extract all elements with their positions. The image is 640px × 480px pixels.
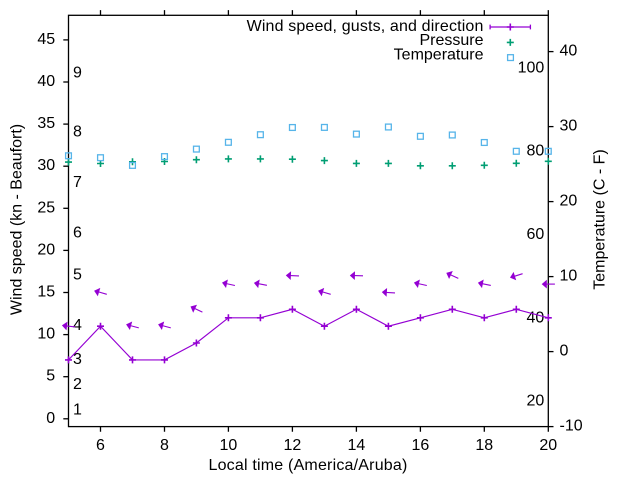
svg-text:10: 10	[220, 437, 238, 454]
svg-text:45: 45	[37, 31, 55, 48]
svg-text:0: 0	[560, 343, 569, 360]
svg-text:18: 18	[475, 437, 493, 454]
svg-text:9: 9	[73, 65, 82, 82]
svg-text:0: 0	[46, 410, 55, 427]
svg-text:5: 5	[46, 368, 55, 385]
svg-text:20: 20	[37, 241, 55, 258]
svg-text:6: 6	[96, 437, 105, 454]
svg-text:5: 5	[73, 267, 82, 284]
svg-text:Wind speed (kn - Beaufort): Wind speed (kn - Beaufort)	[9, 124, 26, 315]
svg-text:80: 80	[527, 143, 545, 160]
svg-text:6: 6	[73, 225, 82, 242]
svg-text:25: 25	[37, 199, 55, 216]
svg-text:20: 20	[539, 437, 557, 454]
svg-text:40: 40	[560, 43, 578, 60]
svg-text:20: 20	[527, 393, 545, 410]
svg-text:12: 12	[284, 437, 302, 454]
svg-text:14: 14	[348, 437, 366, 454]
svg-text:Wind speed, gusts, and directi: Wind speed, gusts, and direction	[247, 18, 484, 35]
svg-text:30: 30	[37, 157, 55, 174]
svg-text:40: 40	[527, 309, 545, 326]
svg-text:Temperature (C - F): Temperature (C - F)	[592, 149, 609, 289]
svg-text:10: 10	[37, 326, 55, 343]
svg-text:16: 16	[412, 437, 430, 454]
svg-text:8: 8	[160, 437, 169, 454]
svg-text:60: 60	[527, 226, 545, 243]
svg-text:1: 1	[73, 401, 82, 418]
svg-text:20: 20	[560, 193, 578, 210]
svg-text:8: 8	[73, 124, 82, 141]
svg-text:2: 2	[73, 376, 82, 393]
svg-text:3: 3	[73, 351, 82, 368]
svg-text:100: 100	[518, 59, 545, 76]
svg-text:35: 35	[37, 115, 55, 132]
svg-text:Local time (America/Aruba): Local time (America/Aruba)	[208, 457, 407, 474]
svg-text:15: 15	[37, 284, 55, 301]
svg-text:7: 7	[73, 174, 82, 191]
svg-text:-10: -10	[560, 418, 583, 435]
svg-text:4: 4	[73, 317, 82, 334]
svg-text:30: 30	[560, 118, 578, 135]
svg-text:Pressure: Pressure	[419, 32, 483, 49]
svg-text:Temperature: Temperature	[394, 47, 484, 64]
svg-text:40: 40	[37, 73, 55, 90]
svg-text:10: 10	[560, 268, 578, 285]
